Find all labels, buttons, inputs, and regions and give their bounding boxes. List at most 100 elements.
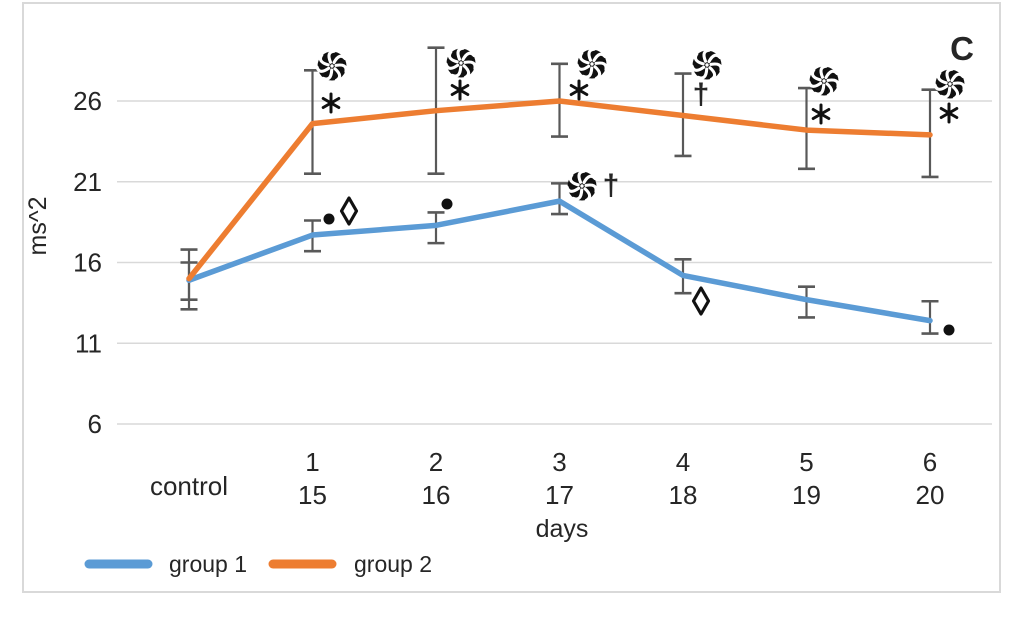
pinwheel-center [459, 61, 463, 65]
asterisk-mark [569, 79, 589, 101]
pinwheel-blade [333, 67, 342, 82]
y-axis-title: ms^2 [24, 197, 52, 256]
pinwheel-icon [315, 49, 348, 82]
pinwheel-blade [933, 83, 949, 91]
asterisk-mark [321, 92, 341, 114]
pinwheel-blade [318, 53, 330, 67]
x-tick-label: control [150, 471, 228, 501]
pinwheel-blade [461, 51, 476, 62]
pinwheel-blade [593, 65, 602, 80]
dagger-mark: † [693, 78, 710, 111]
diamond-mark [691, 286, 711, 316]
pinwheel-icon [575, 47, 608, 80]
pinwheel-blade [826, 78, 840, 89]
pinwheel-blade [709, 62, 723, 73]
pinwheel-blade [582, 174, 597, 185]
asterisk-arm [939, 107, 959, 119]
chart-svg: 611162126ms^2††Ccontrol11521631741851962… [24, 30, 992, 577]
legend-label: group 2 [354, 551, 432, 577]
asterisk-arm [811, 108, 831, 120]
pinwheel-blade [594, 61, 608, 72]
legend-item: group 1 [84, 551, 247, 577]
y-tick-label: 21 [73, 167, 102, 197]
pinwheel-blade [568, 173, 580, 187]
pinwheel-blade [315, 65, 331, 73]
x-tick-label-date: 20 [916, 480, 945, 510]
x-tick-label-day: 3 [552, 447, 566, 477]
x-tick-label-date: 15 [298, 480, 327, 510]
x-tick-label-date: 16 [422, 480, 451, 510]
pinwheel-blade [824, 69, 839, 80]
pinwheel-blade [581, 66, 594, 79]
pinwheel-blade [810, 68, 822, 82]
pinwheel-blade [696, 67, 709, 80]
pinwheel-blade [334, 63, 348, 74]
panel-letter: C [950, 30, 974, 67]
pinwheel-blade [332, 54, 347, 65]
asterisk-arm [450, 84, 470, 96]
pinwheel-blade [952, 81, 966, 92]
pinwheel-blade [950, 72, 965, 83]
pinwheel-blade [578, 51, 590, 65]
pinwheel-icon [690, 48, 723, 81]
pinwheel-blade [575, 63, 591, 71]
pinwheel-blade [462, 64, 471, 79]
pinwheel-blade [583, 187, 592, 202]
dot-mark [943, 324, 955, 336]
pinwheel-center [822, 79, 826, 83]
y-tick-label: 11 [75, 328, 102, 358]
pinwheel-blade [819, 64, 828, 79]
asterisk-mark [811, 103, 831, 125]
pinwheel-blade [456, 46, 465, 61]
pinwheel-blade [690, 64, 706, 72]
x-tick-label-day: 1 [305, 447, 319, 477]
pinwheel-blade [707, 53, 722, 64]
pinwheel-blade [939, 86, 952, 99]
diamond-mark [339, 196, 359, 226]
y-tick-label: 6 [88, 409, 102, 439]
pinwheel-blade [807, 80, 823, 88]
asterisk-arm [569, 84, 589, 96]
pinwheel-blade [463, 60, 477, 71]
pinwheel-blade [708, 66, 717, 81]
pinwheel-icon [933, 67, 966, 100]
dagger-mark: † [603, 169, 620, 202]
pinwheel-icon [807, 64, 840, 97]
pinwheel-blade [450, 65, 463, 78]
pinwheel-center [590, 62, 594, 66]
legend-item: group 2 [268, 551, 432, 577]
pinwheel-blade [936, 71, 948, 85]
x-tick-label-day: 5 [799, 447, 813, 477]
y-tick-label: 16 [73, 248, 102, 278]
asterisk-mark [939, 102, 959, 124]
series-line-group-1 [186, 198, 933, 324]
pinwheel-blade [571, 188, 584, 201]
pinwheel-blade [825, 82, 834, 97]
pinwheel-blade [321, 68, 334, 81]
pinwheel-blade [447, 50, 459, 64]
pinwheel-blade [327, 49, 336, 64]
pinwheel-center [580, 184, 584, 188]
x-tick-label-day: 6 [923, 447, 937, 477]
x-tick-label-date: 19 [792, 480, 821, 510]
pinwheel-blade [813, 83, 826, 96]
pinwheel-center [705, 63, 709, 67]
pinwheel-icon [565, 169, 598, 202]
pinwheel-icon [444, 46, 477, 79]
y-tick-label: 26 [73, 86, 102, 116]
pinwheel-blade [693, 52, 705, 66]
pinwheel-blade [584, 183, 598, 194]
series-line-group-2 [186, 98, 933, 282]
x-tick-label-date: 18 [669, 480, 698, 510]
dot-mark [441, 198, 453, 210]
pinwheel-blade [945, 67, 954, 82]
x-axis-title: days [536, 515, 589, 543]
pinwheel-blade [587, 47, 596, 62]
pinwheel-blade [951, 85, 960, 100]
pinwheel-blade [577, 169, 586, 184]
pinwheel-center [948, 82, 952, 86]
pinwheel-blade [444, 62, 460, 70]
legend-label: group 1 [169, 551, 247, 577]
